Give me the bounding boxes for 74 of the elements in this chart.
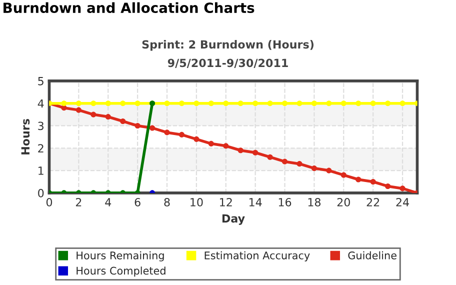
point bbox=[326, 100, 332, 106]
x-tick-label: 22 bbox=[366, 198, 380, 206]
point bbox=[356, 100, 362, 106]
point bbox=[76, 100, 82, 106]
y-tick-label: 1 bbox=[38, 166, 44, 175]
y-tick-label: 2 bbox=[38, 144, 44, 152]
point bbox=[134, 100, 140, 106]
point bbox=[282, 100, 288, 106]
point bbox=[370, 178, 376, 185]
x-tick-label: 18 bbox=[308, 198, 321, 206]
point bbox=[105, 100, 111, 106]
y-tick-label: 4 bbox=[38, 99, 44, 108]
point bbox=[90, 100, 96, 106]
point bbox=[400, 186, 406, 192]
x-tick-label: 14 bbox=[249, 198, 262, 206]
point bbox=[208, 140, 214, 146]
legend-label: Hours Remaining bbox=[76, 251, 164, 262]
point bbox=[311, 166, 317, 172]
point bbox=[400, 100, 406, 106]
point bbox=[194, 100, 200, 106]
y-axis-title: Hours bbox=[21, 119, 30, 154]
point bbox=[267, 154, 273, 160]
point bbox=[370, 100, 376, 106]
x-tick-label: 16 bbox=[278, 198, 292, 206]
point bbox=[282, 158, 288, 164]
x-tick-label: 4 bbox=[105, 198, 112, 206]
point bbox=[223, 100, 229, 106]
point bbox=[385, 100, 391, 106]
x-tick-label: 0 bbox=[46, 198, 52, 206]
x-tick-label: 24 bbox=[396, 198, 409, 206]
point bbox=[326, 168, 332, 174]
chart-title: Sprint: 2 Burndown (Hours) bbox=[142, 40, 314, 51]
point bbox=[267, 100, 273, 106]
point bbox=[120, 100, 126, 106]
point bbox=[252, 100, 258, 106]
point bbox=[223, 143, 229, 149]
point bbox=[105, 114, 111, 120]
point bbox=[178, 100, 185, 106]
x-tick-label: 10 bbox=[190, 198, 203, 206]
point bbox=[252, 150, 258, 156]
x-tick-label: 8 bbox=[164, 198, 170, 206]
point bbox=[194, 136, 200, 142]
legend-label: Hours Completed bbox=[76, 266, 166, 277]
point bbox=[296, 100, 302, 106]
text: Burndown and Allocation Charts bbox=[4, 2, 254, 14]
point bbox=[296, 161, 302, 167]
point bbox=[150, 125, 156, 131]
point bbox=[340, 100, 346, 106]
y-tick-label: 3 bbox=[38, 122, 44, 130]
point bbox=[238, 148, 244, 154]
x-tick-label: 2 bbox=[76, 198, 82, 206]
point bbox=[134, 122, 140, 129]
point bbox=[208, 100, 214, 106]
point bbox=[385, 183, 391, 190]
x-tick-label: 20 bbox=[337, 198, 350, 206]
x-axis-title: Day bbox=[222, 214, 245, 225]
point bbox=[61, 100, 67, 106]
point bbox=[120, 118, 126, 124]
x-tick-label: 12 bbox=[220, 198, 232, 206]
y-tick-label: 5 bbox=[38, 77, 44, 86]
point bbox=[164, 100, 170, 106]
point bbox=[311, 100, 317, 106]
chart-subtitle: 9/5/2011-9/30/2011 bbox=[168, 58, 288, 68]
point bbox=[340, 172, 346, 178]
legend-label: Estimation Accuracy bbox=[204, 251, 310, 262]
point bbox=[90, 112, 96, 118]
x-tick-label: 6 bbox=[134, 198, 140, 206]
point bbox=[356, 176, 362, 182]
legend-label: Guideline bbox=[348, 251, 396, 260]
point bbox=[76, 107, 82, 113]
point bbox=[178, 132, 185, 138]
point bbox=[164, 130, 170, 136]
point bbox=[238, 100, 244, 106]
y-tick-label: 0 bbox=[38, 188, 44, 198]
